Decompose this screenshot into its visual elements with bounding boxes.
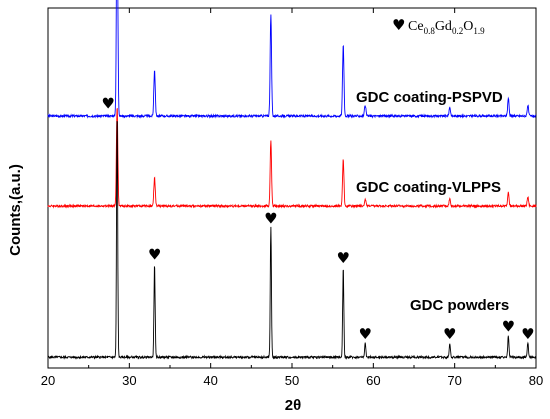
legend-heart-icon: ♥ [392,16,405,34]
legend-gd: Gd [435,19,452,34]
peak-marker-heart-icon: ♥ [148,246,161,264]
x-tick-label: 80 [529,373,543,388]
legend-o: O [463,19,473,34]
series-line-2 [47,120,537,360]
peak-marker-heart-icon: ♥ [502,318,515,336]
x-tick-label: 30 [122,373,136,388]
y-axis-label: Counts,(a.u.) [7,164,24,256]
series-line-0 [47,0,537,119]
x-tick-label: 60 [366,373,380,388]
series-layer [47,0,537,360]
peak-marker-heart-icon: ♥ [443,325,456,343]
legend-o-sub: 1.9 [473,26,485,36]
series-label-pspvd: GDC coating-PSPVD [356,89,503,106]
peak-marker-heart-icon: ♥ [358,325,371,343]
x-tick-label: 50 [285,373,299,388]
peak-marker-heart-icon: ♥ [101,94,114,112]
peak-marker-heart-icon: ♥ [337,249,350,267]
legend-ce-sub: 0.8 [424,26,436,36]
series-label-vlpps: GDC coating-VLPPS [356,179,501,196]
legend: ♥ Ce0.8Gd0.2O1.9 [392,16,485,36]
legend-label: Ce0.8Gd0.2O1.9 [408,19,485,36]
x-tick-label: 70 [447,373,461,388]
axis-layer: 20 30 40 50 60 70 80 [41,8,543,388]
annotation-layer: ♥ ♥ ♥ ♥ ♥ ♥ ♥ ♥ [101,94,534,342]
x-tick-label: 40 [203,373,217,388]
x-axis-label: 2θ [285,397,301,414]
legend-ce: Ce [408,19,424,34]
peak-marker-heart-icon: ♥ [521,325,534,343]
peak-marker-heart-icon: ♥ [264,210,277,228]
series-line-1 [47,107,537,209]
x-tick-label: 20 [41,373,55,388]
series-label-powders: GDC powders [410,297,509,314]
legend-gd-sub: 0.2 [452,26,463,36]
